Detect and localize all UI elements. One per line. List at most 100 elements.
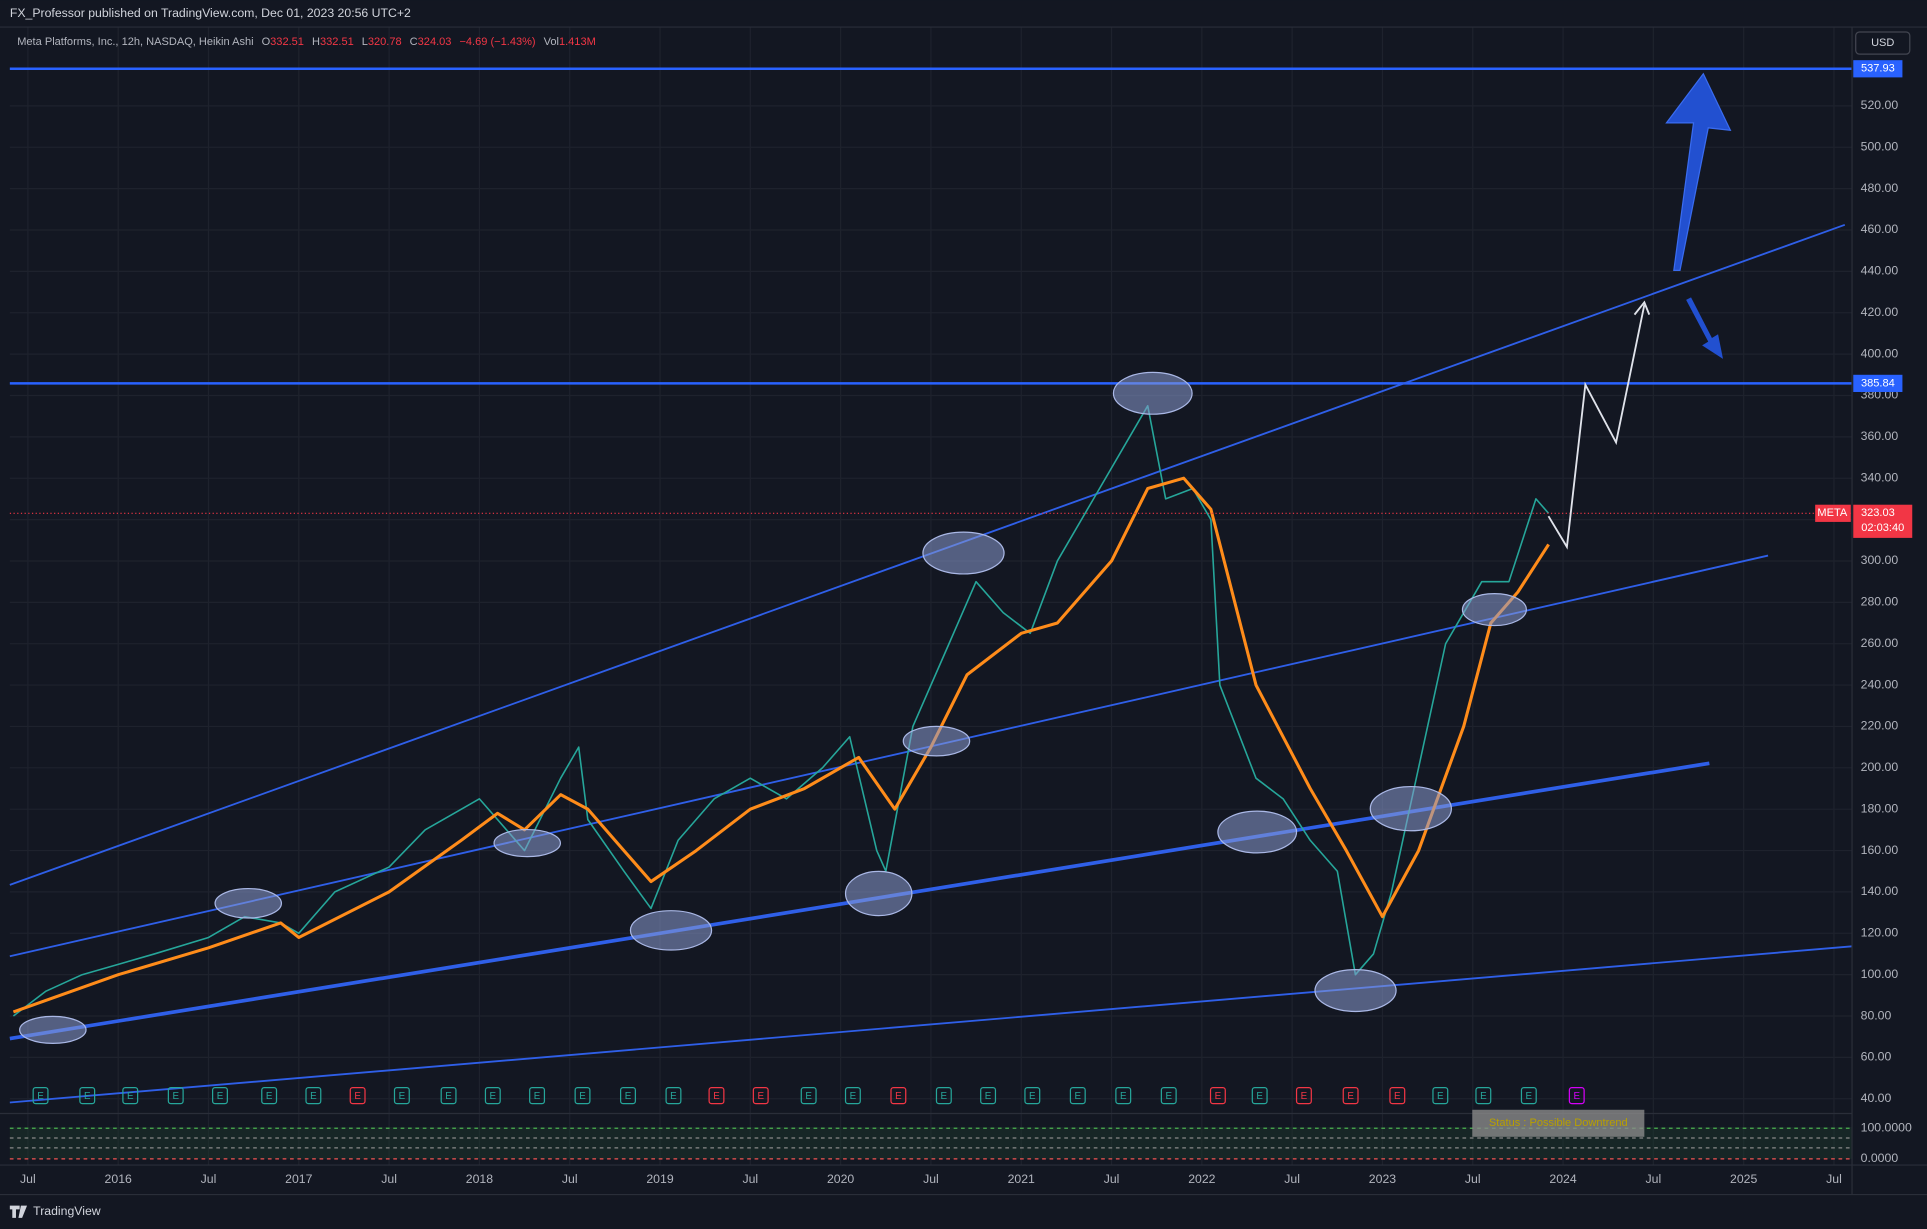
y-tick-label: 520.00	[1861, 98, 1899, 112]
x-tick-label: Jul	[201, 1172, 217, 1186]
level-label: 385.84	[1861, 377, 1895, 389]
earnings-box	[1295, 1087, 1312, 1105]
earnings-box	[529, 1087, 546, 1105]
earnings-box	[1024, 1087, 1041, 1105]
earnings-label: E	[127, 1091, 134, 1102]
ellipse	[922, 531, 1005, 575]
earnings-box	[844, 1087, 861, 1105]
earnings-label: E	[1347, 1091, 1354, 1102]
x-tick-label: Jul	[562, 1172, 578, 1186]
ellipse	[1369, 785, 1453, 832]
y-tick-label: 160.00	[1861, 843, 1899, 857]
earnings-box	[1568, 1087, 1585, 1105]
level-label: 537.93	[1861, 63, 1895, 75]
earnings-box	[800, 1087, 817, 1105]
ellipse	[902, 725, 971, 757]
x-tick-label: Jul	[1646, 1172, 1662, 1186]
volume: 1.413M	[559, 36, 596, 48]
y-tick-label: 200.00	[1861, 760, 1899, 774]
y-tick-label: 360.00	[1861, 429, 1899, 443]
y-tick-label: 340.00	[1861, 470, 1899, 484]
earnings-label: E	[1437, 1091, 1444, 1102]
trendline	[9, 945, 1853, 1104]
ohlc-key: L	[362, 36, 368, 48]
earnings-label: E	[805, 1091, 812, 1102]
ellipse	[629, 910, 713, 951]
y-tick-label: 180.00	[1861, 801, 1899, 815]
earnings-label: E	[1120, 1091, 1127, 1102]
earnings-box	[393, 1087, 410, 1105]
ellipse	[493, 828, 562, 858]
earnings-box	[890, 1087, 907, 1105]
indicator-pane: Status : Possible Downtrend 100.0000 0.0…	[0, 1109, 1912, 1165]
y-tick-label: 300.00	[1861, 553, 1899, 567]
earnings-box	[349, 1087, 366, 1105]
currency[interactable]: USD	[1871, 37, 1894, 49]
level-label-box	[1853, 60, 1903, 78]
x-tick-label: 2024	[1549, 1172, 1576, 1186]
earnings-label: E	[1480, 1091, 1487, 1102]
earnings-box	[1160, 1087, 1177, 1105]
moving-average	[12, 476, 1550, 1014]
earnings-label: E	[217, 1091, 224, 1102]
earnings-label: E	[1526, 1091, 1533, 1102]
earnings-box	[574, 1087, 591, 1105]
earnings-box	[122, 1087, 139, 1105]
y-tick-label: 240.00	[1861, 677, 1899, 691]
x-tick-label: 2025	[1730, 1172, 1757, 1186]
y-tick-label: 480.00	[1861, 181, 1899, 195]
earnings-box	[980, 1087, 997, 1105]
ohlc-key: O	[262, 36, 271, 48]
earnings-label: E	[1165, 1091, 1172, 1102]
earnings-box	[1115, 1087, 1132, 1105]
symbol-label: META	[1817, 507, 1847, 519]
annotations	[19, 72, 1732, 1045]
x-tick-label: 2020	[827, 1172, 854, 1186]
y-tick-label: 460.00	[1861, 222, 1899, 236]
earnings-box	[32, 1087, 49, 1105]
y-tick-label: 420.00	[1861, 305, 1899, 319]
change: −4.69 (−1.43%)	[459, 36, 535, 48]
earnings-label: E	[266, 1091, 273, 1102]
currency-box[interactable]	[1855, 31, 1911, 55]
level-label-box	[1853, 374, 1903, 392]
x-tick-label: 2018	[466, 1172, 493, 1186]
x-tick-label: 2022	[1188, 1172, 1215, 1186]
y-tick-label: 260.00	[1861, 636, 1899, 650]
earnings-label: E	[445, 1091, 452, 1102]
ellipse	[844, 870, 913, 917]
earnings-box	[1342, 1087, 1359, 1105]
x-tick-label: Jul	[1465, 1172, 1481, 1186]
earnings-box	[752, 1087, 769, 1105]
countdown: 02:03:40	[1861, 522, 1904, 534]
x-tick-label: 2021	[1008, 1172, 1035, 1186]
y-tick-label: 140.00	[1861, 884, 1899, 898]
tooltip-box	[1472, 1109, 1645, 1137]
earnings-label: E	[1256, 1091, 1263, 1102]
x-tick-label: Jul	[1826, 1172, 1842, 1186]
tooltip-text: Status : Possible Downtrend	[1489, 1117, 1628, 1129]
ohlc-value: 332.51	[270, 36, 304, 48]
y-tick-label: 100.00	[1861, 967, 1899, 981]
earnings-label: E	[399, 1091, 406, 1102]
earnings-label: E	[1573, 1091, 1580, 1102]
y-tick-label: 400.00	[1861, 346, 1899, 360]
y-tick-label: 120.00	[1861, 926, 1899, 940]
ohlc-value: 332.51	[320, 36, 354, 48]
brand: TradingView	[33, 1204, 101, 1218]
earnings-box	[620, 1087, 636, 1105]
earnings-label: E	[534, 1091, 541, 1102]
earnings-label: E	[757, 1091, 764, 1102]
x-tick-label: Jul	[1104, 1172, 1120, 1186]
earnings-label: E	[579, 1091, 586, 1102]
earnings-label: E	[1301, 1091, 1308, 1102]
earnings-label: E	[1394, 1091, 1401, 1102]
earnings-label: E	[895, 1091, 902, 1102]
ellipse	[1314, 969, 1397, 1013]
down-arrow	[1686, 297, 1723, 359]
earnings-label: E	[1029, 1091, 1036, 1102]
earnings-label: E	[713, 1091, 720, 1102]
earnings-box	[167, 1087, 184, 1105]
earnings-label: E	[625, 1091, 632, 1102]
